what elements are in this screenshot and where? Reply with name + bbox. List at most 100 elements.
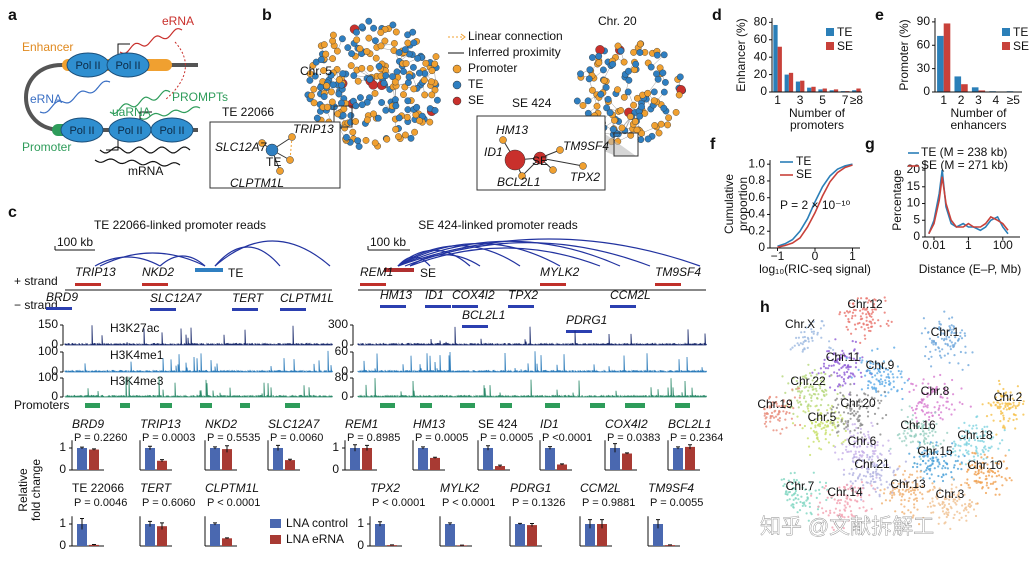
chromatin-dot [843, 504, 846, 507]
chromatin-dot [867, 326, 870, 329]
y-axis-label: Promoter (%) [897, 19, 911, 90]
chromatin-dot [929, 457, 932, 460]
panel-label: f [710, 136, 716, 153]
chromatin-dot [843, 516, 846, 519]
network-node [431, 86, 439, 94]
line [928, 176, 1009, 235]
chromatin-dot [792, 498, 795, 501]
chromatin-dot [860, 400, 864, 403]
chromatin-dot [914, 412, 917, 415]
chromatin-dot [915, 384, 918, 387]
chromatin-dot [1013, 413, 1016, 416]
bar [145, 448, 155, 470]
bar [852, 90, 857, 92]
x-tick-label: ≥5 [1007, 93, 1021, 107]
chromatin-dot [931, 497, 934, 500]
chromatin-dot [878, 493, 881, 496]
chromatin-dot [949, 527, 952, 531]
chromatin-dot [873, 412, 877, 415]
network-node [363, 48, 371, 55]
chromatin-dot [925, 432, 928, 435]
chromatin-dot [881, 382, 884, 386]
chromatin-dot [976, 436, 979, 439]
chromatin-dot [932, 451, 935, 454]
chromatin-dot [827, 441, 831, 444]
chromosome-label: Chr.5 [808, 410, 837, 424]
gene-name: COX4I2 [605, 417, 648, 431]
network-node [617, 47, 625, 55]
network-node [404, 39, 412, 47]
chromatin-dot [960, 329, 964, 332]
chromatin-dot [928, 477, 931, 480]
promoter-mark [590, 403, 605, 408]
chromatin-dot [942, 404, 945, 407]
signal-track [357, 378, 707, 398]
chromatin-dot [943, 310, 946, 313]
network-node [400, 91, 407, 99]
chromatin-dot [823, 487, 826, 490]
chromatin-dot [851, 482, 854, 485]
chromatin-dot [982, 440, 985, 443]
chromatin-dot [1022, 413, 1025, 416]
chromatin-dot [972, 508, 976, 511]
chromatin-dot [1016, 385, 1020, 388]
network-node [420, 76, 428, 84]
bar [833, 89, 839, 92]
chromosome-label: Chr.12 [847, 297, 883, 311]
chromatin-dot [999, 399, 1003, 402]
chromatin-dot [906, 415, 909, 419]
promoter-mark [200, 403, 212, 408]
chromatin-dot [907, 488, 910, 491]
chromatin-dot [1004, 404, 1007, 407]
bar [818, 89, 823, 92]
chromatin-dot [845, 483, 849, 486]
chromatin-dot [823, 383, 826, 386]
chromatin-dot [919, 491, 922, 494]
network-node [665, 114, 672, 122]
network-node [347, 62, 355, 69]
chromatin-dot [928, 337, 932, 340]
chromatin-dot [962, 453, 965, 456]
chromatin-dot [842, 473, 846, 476]
chromatin-dot [842, 422, 845, 425]
error-bar [225, 537, 229, 539]
chromatin-dot [870, 421, 873, 424]
network-node [310, 99, 318, 107]
chromatin-dot [1001, 402, 1004, 405]
chromatin-dot [824, 484, 828, 488]
chromatin-dot [985, 481, 989, 484]
chromatin-dot [892, 376, 895, 379]
chromatin-dot [964, 481, 967, 484]
gene-name: MYLK2 [440, 481, 480, 495]
network-node [433, 96, 441, 104]
chromatin-dot [866, 453, 869, 457]
chromatin-dot [912, 491, 916, 494]
chromatin-dot [854, 340, 858, 343]
chromatin-dot [937, 444, 940, 447]
gene-name: CCM2L [580, 481, 621, 495]
chromatin-dot [862, 439, 865, 442]
network-node [595, 45, 605, 55]
chromatin-dot [892, 481, 895, 485]
chromatin-dot [851, 423, 854, 426]
chromatin-dot [824, 433, 827, 436]
chromatin-dot [825, 510, 828, 513]
chromatin-dot [967, 453, 970, 456]
chromatin-dot [989, 447, 992, 450]
chromatin-dot [977, 470, 980, 473]
chromatin-dot [823, 358, 826, 361]
chromatin-dot [949, 348, 953, 351]
chromatin-dot [855, 500, 859, 503]
chromatin-dot [999, 394, 1002, 397]
chromatin-dot [987, 402, 990, 405]
chromatin-dot [847, 488, 850, 491]
legend-dot [452, 96, 462, 106]
chromatin-dot [964, 463, 968, 466]
chromatin-dot [873, 463, 876, 467]
chromatin-dot [1002, 407, 1005, 410]
gene-model [540, 283, 566, 286]
chromatin-dot [883, 311, 886, 314]
chromatin-dot [803, 348, 806, 351]
legend-swatch [1002, 28, 1010, 36]
chromatin-dot [923, 449, 926, 452]
